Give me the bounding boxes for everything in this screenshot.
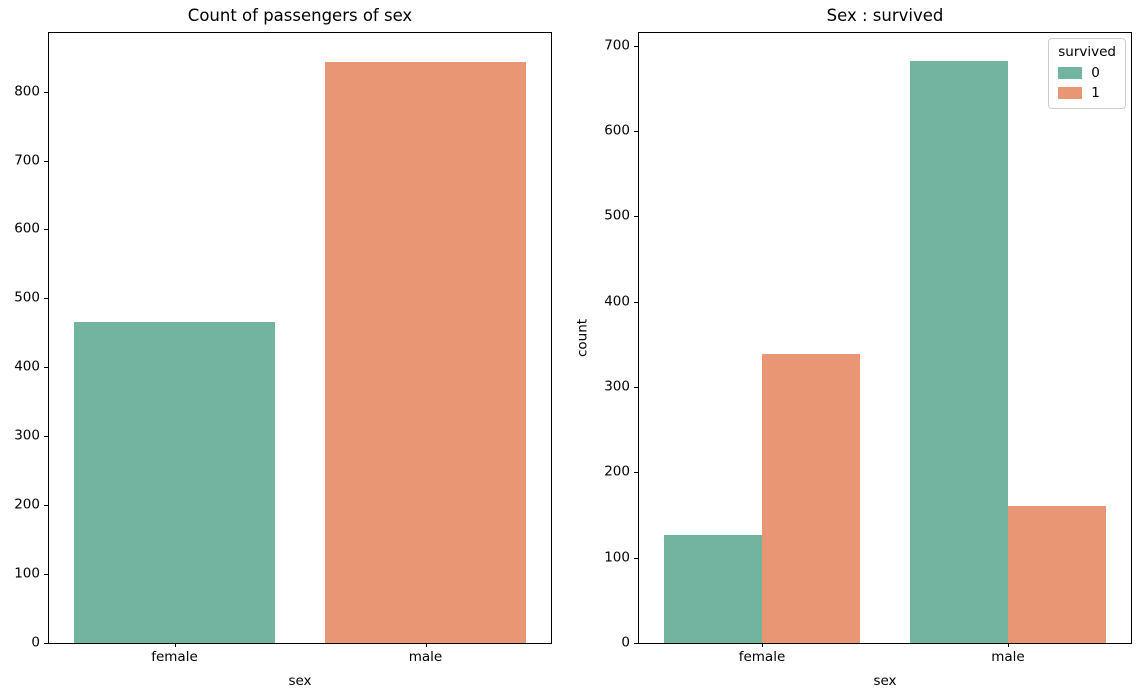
y-tick-mark bbox=[634, 45, 638, 47]
x-tick-label-female: female bbox=[738, 649, 786, 665]
y-tick-mark bbox=[44, 298, 48, 300]
y-tick-label: 100 bbox=[604, 548, 630, 565]
y-tick-label: 700 bbox=[14, 151, 40, 168]
y-tick-mark bbox=[44, 91, 48, 93]
x-tick-mark bbox=[425, 643, 427, 647]
y-tick-label: 0 bbox=[31, 634, 40, 651]
bar-male-survived-0 bbox=[909, 61, 1008, 643]
y-tick-label: 800 bbox=[14, 82, 40, 99]
right-chart-xaxis-label: sex bbox=[873, 673, 897, 689]
right-chart-title: Sex : survived bbox=[826, 6, 944, 25]
x-tick-mark bbox=[762, 643, 763, 647]
y-tick-label: 200 bbox=[604, 463, 630, 480]
legend-title: survived bbox=[1058, 44, 1116, 60]
left-chart-xaxis-label: sex bbox=[288, 673, 312, 689]
legend-entry-0: 0 bbox=[1058, 65, 1116, 81]
y-tick-label: 300 bbox=[604, 378, 630, 395]
x-tick-mark bbox=[1008, 643, 1009, 647]
y-tick-label: 400 bbox=[604, 292, 630, 309]
legend: survived 0 1 bbox=[1048, 38, 1126, 109]
y-tick-label: 100 bbox=[14, 565, 40, 582]
y-tick-mark bbox=[44, 643, 48, 644]
y-tick-mark bbox=[44, 160, 48, 162]
legend-entry-1: 1 bbox=[1058, 85, 1116, 101]
right-chart-plot-area: 0 100 200 300 400 500 600 700 female male bbox=[604, 33, 1131, 664]
bar-male bbox=[325, 61, 526, 643]
y-tick-label: 400 bbox=[14, 358, 40, 375]
y-tick-label: 200 bbox=[14, 496, 40, 513]
right-chart-yaxis-label: count bbox=[574, 318, 591, 358]
y-tick-label: 600 bbox=[604, 122, 630, 139]
y-tick-mark bbox=[44, 436, 48, 438]
y-tick-mark bbox=[634, 131, 638, 133]
y-tick-label: 300 bbox=[14, 427, 40, 444]
y-tick-mark bbox=[44, 505, 48, 507]
left-chart-axes: Count of passengers of sex 0 100 200 300 400… bbox=[14, 6, 552, 688]
y-tick-mark bbox=[634, 301, 638, 303]
x-tick-label-male: male bbox=[991, 649, 1025, 665]
left-chart-title: Count of passengers of sex bbox=[187, 6, 413, 25]
legend-label: 0 bbox=[1091, 65, 1100, 81]
y-tick-label: 500 bbox=[14, 289, 40, 306]
bar-female-survived-0 bbox=[663, 534, 762, 643]
legend-swatch-icon bbox=[1058, 67, 1083, 79]
bar-female-survived-1 bbox=[762, 353, 861, 643]
y-tick-mark bbox=[44, 574, 48, 576]
legend-swatch-icon bbox=[1058, 87, 1083, 99]
y-tick-label: 600 bbox=[14, 220, 40, 237]
y-tick-mark bbox=[634, 387, 638, 389]
y-tick-label: 500 bbox=[604, 207, 630, 224]
y-tick-mark bbox=[634, 557, 638, 559]
y-tick-label: 0 bbox=[621, 634, 630, 651]
y-tick-mark bbox=[44, 229, 48, 231]
x-tick-mark bbox=[174, 643, 176, 647]
x-tick-label-female: female bbox=[151, 649, 198, 665]
legend-label: 1 bbox=[1091, 85, 1100, 101]
x-tick-label-male: male bbox=[408, 649, 443, 665]
bar-female bbox=[74, 321, 275, 643]
right-chart-axes: Sex : survived 0 100 200 300 400 500 600 700 fem… bbox=[574, 6, 1132, 688]
bar-male-survived-1 bbox=[1008, 505, 1107, 643]
y-tick-mark bbox=[634, 472, 638, 474]
y-tick-mark bbox=[634, 216, 638, 218]
y-tick-label: 700 bbox=[604, 37, 630, 54]
y-tick-mark bbox=[634, 643, 638, 644]
left-chart-plot-area: 0 100 200 300 400 500 600 700 800 female male bbox=[14, 33, 551, 664]
y-tick-mark bbox=[44, 367, 48, 369]
